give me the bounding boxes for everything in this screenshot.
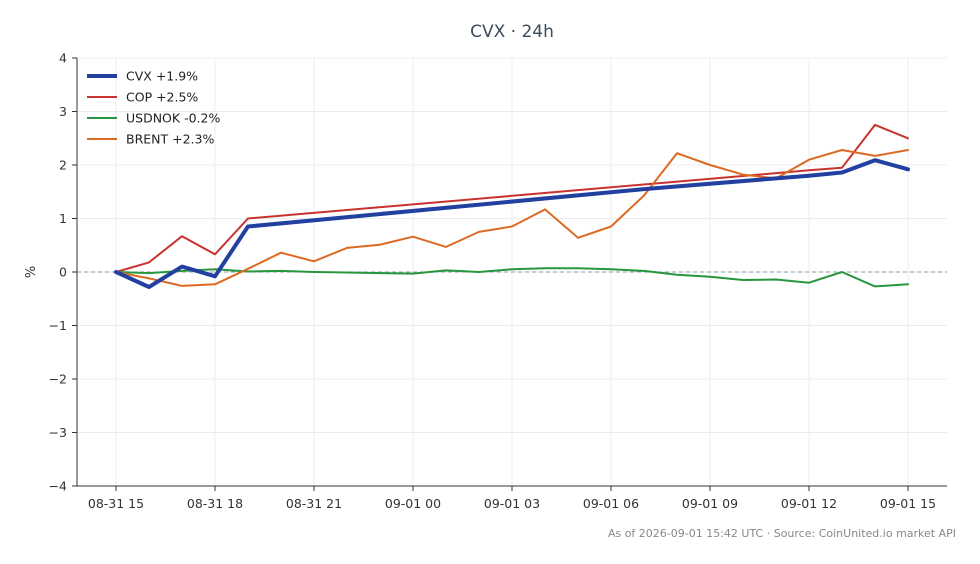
legend-label-cvx: CVX +1.9% [126,69,198,84]
x-tick-label: 09-01 09 [682,496,738,511]
series-line-cvx [114,158,910,289]
y-tick-label: 4 [59,51,67,66]
y-tick-label: −2 [49,372,67,387]
series-line-usdnok [115,267,909,288]
y-axis-label: % [24,266,39,278]
y-tick-labels: 4 3 2 1 0 −1 −2 −3 −4 [49,51,77,494]
series-line-cop [115,123,909,273]
y-tick-label: −3 [49,425,67,440]
x-tick-labels: 08-31 15 08-31 18 08-31 21 09-01 00 09-01 03… [88,486,936,511]
legend-label-usdnok: USDNOK -0.2% [126,111,220,126]
legend-label-brent: BRENT +2.3% [126,132,214,147]
x-tick-label: 08-31 18 [187,496,243,511]
x-tick-label: 09-01 00 [385,496,441,511]
legend-label-cop: COP +2.5% [126,90,198,105]
x-tick-label: 09-01 12 [781,496,837,511]
y-tick-label: 1 [59,211,67,226]
legend: CVX +1.9% COP +2.5% USDNOK -0.2% BRENT +2.3… [87,69,220,147]
y-tick-label: −4 [49,479,67,494]
y-tick-label: 3 [59,104,67,119]
x-tick-label: 09-01 03 [484,496,540,511]
y-tick-label: 0 [59,265,67,280]
x-tick-label: 08-31 15 [88,496,144,511]
x-tick-label: 09-01 06 [583,496,639,511]
x-tick-label: 08-31 21 [286,496,342,511]
series-layer [114,123,910,289]
y-tick-label: 2 [59,158,67,173]
source-footer: As of 2026-09-01 15:42 UTC · Source: Coi… [608,527,956,540]
y-tick-label: −1 [49,318,67,333]
x-tick-label: 09-01 15 [880,496,936,511]
chart-title: CVX · 24h [470,22,554,42]
